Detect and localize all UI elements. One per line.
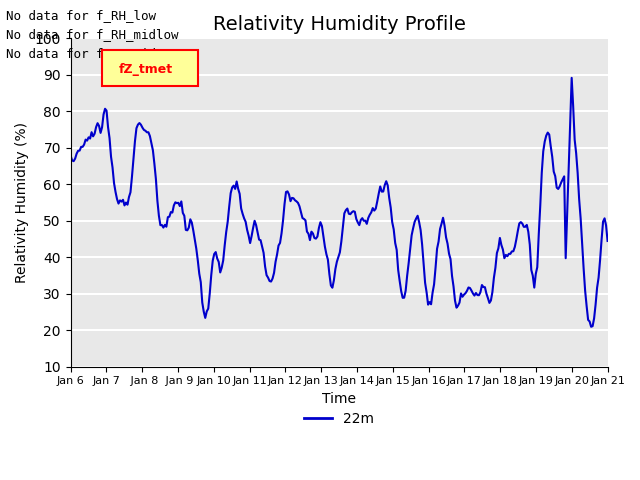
X-axis label: Time: Time bbox=[322, 392, 356, 406]
Text: No data for f_RH_midlow: No data for f_RH_midlow bbox=[6, 28, 179, 41]
Text: No data for f_RH_midtop: No data for f_RH_midtop bbox=[6, 48, 179, 60]
Text: No data for f_RH_low: No data for f_RH_low bbox=[6, 9, 156, 22]
Legend: 22m: 22m bbox=[299, 407, 380, 432]
Y-axis label: Relativity Humidity (%): Relativity Humidity (%) bbox=[15, 122, 29, 283]
Text: fZ_tmet: fZ_tmet bbox=[118, 63, 173, 76]
Title: Relativity Humidity Profile: Relativity Humidity Profile bbox=[212, 15, 465, 34]
